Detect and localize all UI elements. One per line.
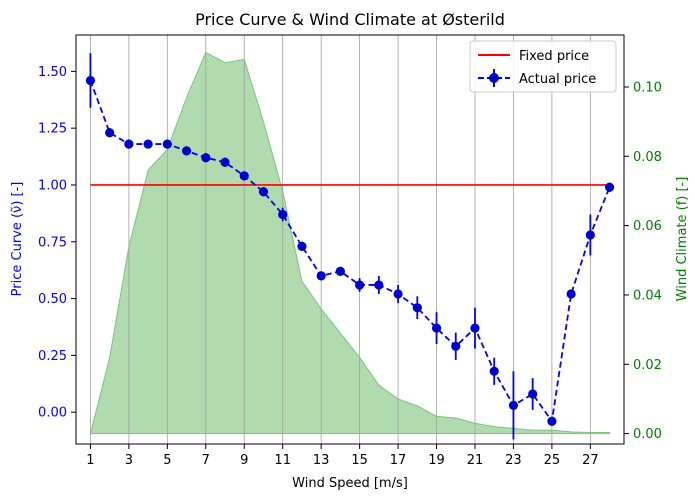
legend-actual-label: Actual price xyxy=(519,72,596,87)
x-tick-label: 19 xyxy=(428,453,445,468)
actual-price-point xyxy=(124,139,134,149)
x-tick-label: 1 xyxy=(86,453,94,468)
area-layer xyxy=(89,51,611,435)
y-tick-label-right: 0.10 xyxy=(633,80,662,95)
actual-price-point xyxy=(451,341,461,351)
actual-price-point xyxy=(258,187,269,197)
actual-price-point xyxy=(162,139,172,149)
actual-price-point xyxy=(278,209,288,220)
x-tick-label: 7 xyxy=(202,453,210,468)
actual-price-point xyxy=(431,323,442,333)
actual-price-point xyxy=(412,303,422,313)
actual-price-point xyxy=(105,128,115,138)
y-axis-label-right: Wind Climate (f) [-] xyxy=(675,177,690,302)
x-tick-label: 5 xyxy=(163,453,171,468)
y-axis-label-left: Price Curve (ν̃) [-] xyxy=(10,182,25,297)
actual-price-point xyxy=(585,230,595,240)
x-tick-label: 17 xyxy=(390,453,407,468)
x-tick-label: 13 xyxy=(313,453,330,468)
actual-price-point xyxy=(297,241,307,251)
actual-price-point xyxy=(470,323,480,333)
actual-price-point xyxy=(335,266,345,276)
actual-price-point xyxy=(489,366,499,376)
y-tick-label-left: 0.50 xyxy=(38,292,67,307)
x-tick-label: 25 xyxy=(544,453,561,468)
legend: Fixed price Actual price xyxy=(469,40,617,93)
y-tick-label-right: 0.02 xyxy=(633,358,662,373)
x-tick-label: 3 xyxy=(125,453,133,468)
x-tick-label: 11 xyxy=(274,453,291,468)
x-tick-label: 27 xyxy=(582,453,599,468)
y-tick-label-left: 0.00 xyxy=(38,406,67,421)
actual-price-line xyxy=(89,80,611,424)
actual-price-point xyxy=(374,280,384,290)
y-tick-label-right: 0.08 xyxy=(633,150,662,165)
plot-frame xyxy=(75,34,625,445)
x-axis-label: Wind Speed [m/s] xyxy=(292,476,408,491)
x-tick-label: 23 xyxy=(505,453,522,468)
y-tick-label-right: 0.04 xyxy=(633,288,662,303)
actual-price-point xyxy=(239,171,249,181)
actual-price-point xyxy=(508,400,519,410)
y-tick-label-left: 1.00 xyxy=(38,178,67,193)
legend-actual-marker xyxy=(489,73,499,83)
actual-price-point xyxy=(220,157,230,167)
y-tick-label-left: 1.50 xyxy=(38,65,67,80)
wind-climate-area xyxy=(89,51,611,435)
series-layer xyxy=(85,53,615,440)
actual-price-point xyxy=(604,182,615,192)
actual-price-point xyxy=(547,416,557,426)
y-tick-label-right: 0.06 xyxy=(633,219,662,234)
actual-price-point xyxy=(393,289,403,299)
actual-price-point xyxy=(355,280,365,290)
actual-price-point xyxy=(143,139,153,149)
x-tick-label: 15 xyxy=(351,453,368,468)
y-tick-label-right: 0.00 xyxy=(633,427,662,442)
actual-price-point xyxy=(316,271,326,281)
y-tick-label-left: 0.75 xyxy=(38,235,67,250)
axes-layer: 1 3 5 7 9 11 13 15 17 19 21 23 25 270.000.250.500.751… xyxy=(38,65,662,468)
y-tick-label-left: 0.25 xyxy=(38,349,67,364)
chart-title: Price Curve & Wind Climate at Østerild xyxy=(195,10,505,29)
actual-price-point xyxy=(181,146,192,156)
actual-price-point xyxy=(201,153,211,163)
legend-box xyxy=(469,40,617,93)
x-tick-label: 9 xyxy=(240,453,248,468)
y-tick-label-left: 1.25 xyxy=(38,122,67,137)
actual-price-point xyxy=(85,75,96,86)
x-tick-label: 21 xyxy=(467,453,484,468)
actual-price-point xyxy=(566,289,576,299)
legend-fixed-label: Fixed price xyxy=(519,49,589,64)
actual-price-point xyxy=(528,389,538,399)
